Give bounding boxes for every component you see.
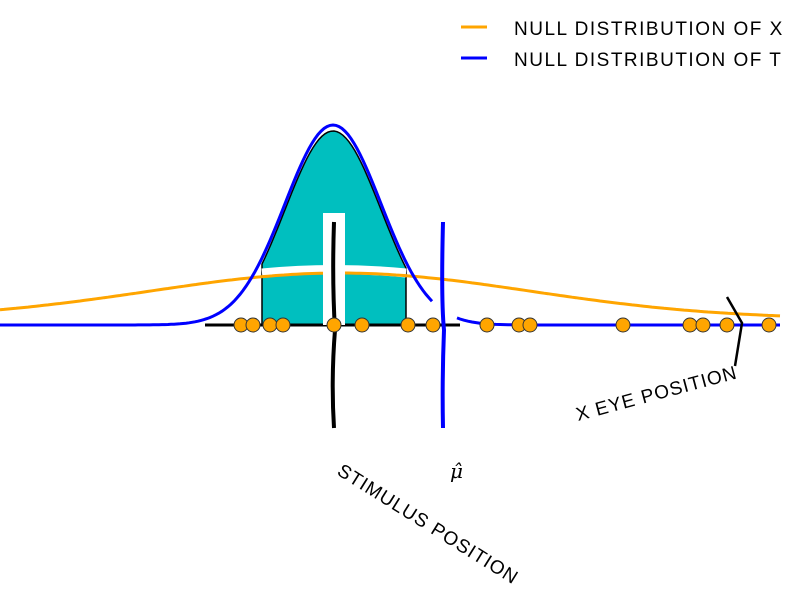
sample-dots <box>233 317 777 333</box>
sample-dot <box>354 317 370 333</box>
mu-hat-line <box>440 221 447 429</box>
legend-label-t: Null distribution of t <box>514 50 782 71</box>
sample-dot <box>522 317 538 333</box>
sample-dot <box>262 317 278 333</box>
mu-hat-label: μ̂ <box>450 459 463 483</box>
sample-dot <box>275 317 291 333</box>
sample-dot <box>719 317 735 333</box>
legend: Null distribution of x Null distribution… <box>461 19 784 71</box>
sample-dot <box>682 317 698 333</box>
sample-dot <box>425 317 441 333</box>
stimulus-position-label: stimulus position <box>333 460 521 589</box>
legend-label-x: Null distribution of x <box>514 19 784 40</box>
eye-position-label: x eye position <box>574 363 740 426</box>
sample-dot <box>615 317 631 333</box>
sample-dot <box>479 317 495 333</box>
eye-position-arrow <box>725 296 744 367</box>
sample-dot <box>245 317 261 333</box>
sample-dot <box>761 317 777 333</box>
sample-dot <box>326 317 342 333</box>
sample-dot <box>695 317 711 333</box>
sample-dot <box>400 317 416 333</box>
null-distribution-x-curve <box>0 271 781 318</box>
